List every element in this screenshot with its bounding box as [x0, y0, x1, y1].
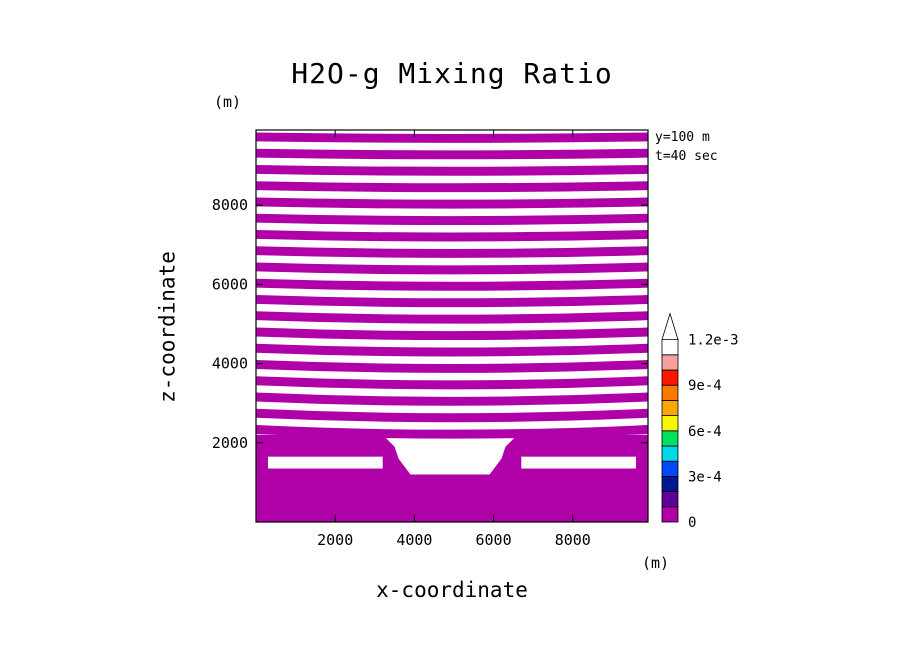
y-axis-unit: (m)	[214, 93, 242, 111]
right-gap	[521, 456, 636, 469]
x-axis-label: x-coordinate	[376, 578, 528, 602]
colorbar-swatch	[661, 460, 679, 477]
mixing-ratio-band	[256, 262, 648, 275]
x-tick-label: 8000	[555, 531, 591, 549]
y-tick-label: 4000	[212, 355, 248, 373]
mixing-ratio-band	[256, 164, 648, 176]
mixing-ratio-band	[256, 392, 648, 406]
right-shoulder	[489, 434, 648, 475]
colorbar-swatch	[661, 354, 679, 371]
colorbar-swatch	[661, 369, 679, 386]
mixing-ratio-band	[256, 294, 648, 308]
colorbar-swatch	[661, 399, 679, 416]
colorbar-swatch	[661, 384, 679, 401]
x-tick-label: 2000	[317, 531, 353, 549]
colorbar-tick-label: 3e-4	[688, 469, 722, 485]
mixing-ratio-band	[256, 327, 648, 341]
annotation-time: t=40 sec	[655, 149, 718, 164]
mixing-ratio-band	[256, 148, 648, 160]
mixing-ratio-band	[256, 278, 648, 291]
y-axis-label: z-coordinate	[155, 251, 180, 403]
mixing-ratio-band	[256, 246, 648, 258]
colorbar-swatch	[661, 339, 679, 356]
left-shoulder	[256, 434, 411, 475]
colorbar-swatch	[661, 506, 679, 523]
colorbar-extend-arrow	[661, 312, 679, 340]
chart-title: H2O-g Mixing Ratio	[291, 57, 613, 90]
y-axis: 2000 4000 6000 8000	[212, 196, 648, 452]
colorbar-swatch	[661, 430, 679, 447]
plot-frame	[255, 129, 649, 523]
y-tick-label: 8000	[212, 196, 248, 214]
x-tick-label: 6000	[476, 531, 512, 549]
mixing-ratio-band	[256, 408, 648, 423]
mixing-ratio-band	[256, 197, 648, 209]
x-axis-unit: (m)	[642, 554, 670, 572]
mixing-ratio-band	[256, 213, 648, 226]
lower-layer	[256, 474, 648, 522]
y-tick-label: 6000	[212, 275, 248, 293]
colorbar-tick-label: 0	[688, 515, 696, 531]
mixing-ratio-band	[256, 343, 648, 357]
mixing-ratio-band	[256, 360, 648, 373]
mixing-ratio-band	[256, 311, 648, 324]
annotation-y: y=100 m	[655, 130, 710, 145]
colorbar: 0 3e-4 6e-4 9e-4 1.2e-3	[661, 312, 739, 531]
colorbar-tick-label: 6e-4	[688, 424, 722, 440]
mixing-ratio-band	[256, 229, 648, 242]
colorbar-swatch	[661, 475, 679, 492]
y-tick-label: 2000	[212, 434, 248, 452]
colorbar-tick-label: 1.2e-3	[688, 333, 739, 349]
x-tick-label: 4000	[396, 531, 432, 549]
mixing-ratio-band	[256, 132, 648, 143]
colorbar-tick-label: 9e-4	[688, 378, 722, 394]
left-gap	[268, 456, 383, 469]
mixing-ratio-band	[256, 376, 648, 390]
x-axis: 2000 4000 6000 8000	[317, 130, 591, 549]
colorbar-swatch	[661, 415, 679, 432]
colorbar-swatch	[661, 445, 679, 462]
colorbar-swatch	[661, 491, 679, 508]
mixing-ratio-field	[256, 132, 648, 522]
mixing-ratio-band	[256, 181, 648, 193]
